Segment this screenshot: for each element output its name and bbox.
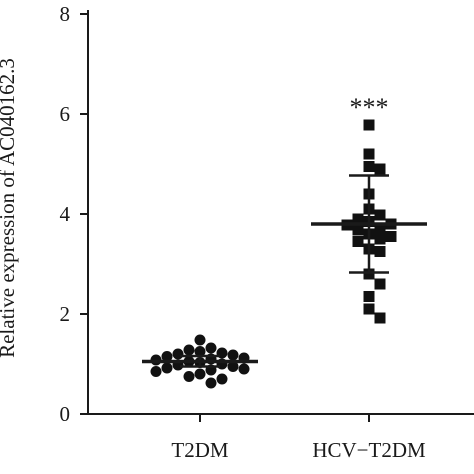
data-point xyxy=(363,268,375,280)
data-point xyxy=(194,334,206,346)
data-point xyxy=(183,371,195,382)
data-points xyxy=(150,119,397,389)
data-point xyxy=(194,368,206,380)
data-point xyxy=(374,222,386,234)
data-point xyxy=(352,236,364,247)
data-point xyxy=(172,348,184,360)
data-point xyxy=(216,373,228,385)
data-point xyxy=(161,362,173,374)
y-axis-ticks: 0 2 4 6 8 xyxy=(60,2,88,426)
data-point xyxy=(352,213,364,225)
data-point xyxy=(194,346,206,357)
y-tick-label: 2 xyxy=(60,302,71,326)
y-tick-label: 0 xyxy=(60,402,71,426)
mean-sd-bars xyxy=(142,174,427,368)
data-point xyxy=(363,161,375,172)
data-point xyxy=(352,224,364,236)
data-point xyxy=(374,312,386,324)
x-tick-label: HCV−T2DM xyxy=(312,438,426,462)
x-tick-label: T2DM xyxy=(171,438,228,462)
data-point xyxy=(374,278,386,290)
data-point xyxy=(238,363,250,375)
y-tick-label: 6 xyxy=(60,102,71,126)
data-point xyxy=(205,342,217,354)
y-tick-label: 4 xyxy=(60,202,71,226)
significance-label: *** xyxy=(350,93,389,122)
x-axis-categories: T2DM HCV−T2DM xyxy=(171,414,426,462)
data-point xyxy=(374,246,386,257)
data-point xyxy=(150,366,162,377)
data-point xyxy=(227,361,239,372)
data-point xyxy=(363,291,375,302)
y-axis-label: Relative expression of AC040162.3 xyxy=(0,58,19,358)
data-point xyxy=(183,344,195,356)
data-point xyxy=(385,231,397,242)
data-point xyxy=(363,119,375,131)
data-point xyxy=(205,377,217,389)
data-point xyxy=(374,209,386,221)
data-point xyxy=(363,303,375,315)
data-point xyxy=(227,349,239,361)
axes xyxy=(87,10,474,415)
data-point xyxy=(374,233,386,245)
data-point xyxy=(374,163,386,175)
data-point xyxy=(161,351,173,362)
data-point xyxy=(363,148,375,160)
significance-annotations: *** xyxy=(350,93,389,122)
y-tick-label: 8 xyxy=(60,2,71,26)
